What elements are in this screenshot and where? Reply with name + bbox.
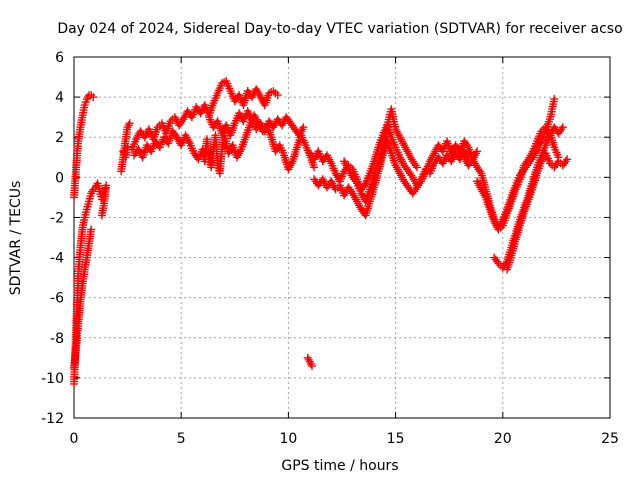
y-tick-labels: -12 -10 -8 -6 -4 -2 0 2 4 6 [41,50,64,427]
y-tick-label: -12 [41,411,64,427]
y-tick-label: -6 [50,291,64,307]
data-trace [205,107,308,140]
y-tick-label: -4 [50,251,64,267]
x-axis-label: GPS time / hours [281,458,398,474]
data-trace [303,353,316,370]
x-tick-label: 15 [387,431,405,447]
data-point-markers [303,353,316,370]
data-series-sdtvar [70,77,572,388]
y-tick-label: 6 [55,50,64,66]
data-trace [70,91,98,202]
y-tick-label: -8 [50,331,64,347]
data-point-markers [205,107,308,140]
y-tick-label: -2 [50,210,64,226]
y-tick-label: -10 [41,371,64,387]
x-tick-label: 0 [70,431,79,447]
data-trace [503,149,572,274]
data-trace [119,143,132,162]
data-trace [127,77,282,154]
data-point-markers [119,143,132,162]
y-axis-label: SDTVAR / TECUs [8,181,24,296]
y-tick-label: 4 [55,90,64,106]
chart-title: Day 024 of 2024, Sidereal Day-to-day VTE… [57,21,622,37]
data-point-markers [503,149,572,274]
data-point-markers [340,105,421,206]
data-point-markers [70,91,98,202]
data-point-markers [127,77,282,154]
data-trace [340,105,421,206]
data-trace [70,225,96,372]
x-tick-label: 10 [279,431,297,447]
y-tick-label: 0 [55,170,64,186]
data-point-markers [70,225,96,372]
x-tick-label: 5 [177,431,186,447]
x-tick-label: 20 [494,431,512,447]
plot-frame [73,56,611,419]
x-tick-label: 25 [601,431,619,447]
x-tick-labels: 0 5 10 15 20 25 [70,431,619,447]
y-tick-label: 2 [55,130,64,146]
